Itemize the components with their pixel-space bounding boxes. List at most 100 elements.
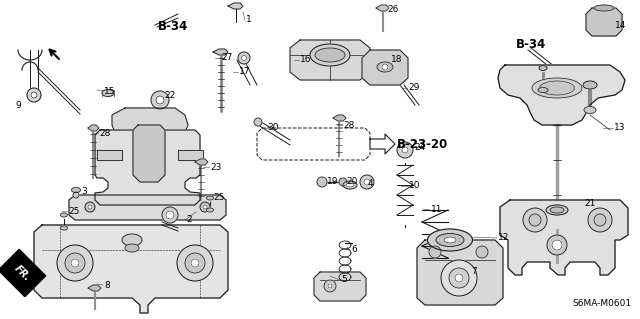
Circle shape: [441, 260, 477, 296]
Text: 29: 29: [408, 84, 419, 93]
Ellipse shape: [102, 90, 114, 97]
Circle shape: [73, 192, 79, 198]
Text: 28: 28: [343, 121, 355, 130]
Polygon shape: [500, 200, 628, 275]
Text: 30: 30: [267, 123, 278, 132]
Polygon shape: [376, 5, 389, 11]
Ellipse shape: [540, 81, 575, 95]
Circle shape: [360, 175, 374, 189]
Text: 3: 3: [81, 188, 87, 197]
Ellipse shape: [584, 107, 596, 114]
Circle shape: [27, 88, 41, 102]
Circle shape: [88, 205, 92, 209]
Text: 19: 19: [327, 176, 339, 186]
Text: 20: 20: [346, 176, 357, 186]
Ellipse shape: [61, 226, 67, 230]
Ellipse shape: [377, 62, 393, 72]
Circle shape: [85, 202, 95, 212]
Circle shape: [402, 147, 408, 153]
Ellipse shape: [61, 213, 67, 217]
Circle shape: [57, 245, 93, 281]
Ellipse shape: [122, 234, 142, 246]
Text: 10: 10: [409, 182, 420, 190]
Text: 7: 7: [471, 268, 477, 277]
Circle shape: [200, 202, 210, 212]
Polygon shape: [362, 50, 408, 85]
Circle shape: [588, 208, 612, 232]
Text: 11: 11: [431, 205, 442, 214]
Text: 4: 4: [368, 179, 374, 188]
Text: 27: 27: [221, 54, 232, 63]
Circle shape: [552, 240, 562, 250]
Ellipse shape: [594, 5, 614, 11]
Polygon shape: [586, 8, 622, 36]
Ellipse shape: [583, 81, 597, 89]
Text: 12: 12: [498, 234, 509, 242]
Ellipse shape: [72, 188, 81, 192]
Circle shape: [476, 246, 488, 258]
Text: 15: 15: [104, 86, 115, 95]
Polygon shape: [213, 49, 228, 55]
Circle shape: [529, 214, 541, 226]
Ellipse shape: [310, 44, 350, 66]
Circle shape: [523, 208, 547, 232]
Circle shape: [191, 259, 199, 267]
Circle shape: [162, 207, 178, 223]
Text: 21: 21: [584, 198, 595, 207]
Circle shape: [177, 245, 213, 281]
Ellipse shape: [546, 205, 568, 215]
Circle shape: [31, 92, 37, 98]
Polygon shape: [498, 65, 625, 125]
Text: FR.: FR.: [12, 263, 32, 283]
Circle shape: [594, 214, 606, 226]
Circle shape: [547, 235, 567, 255]
Text: 24: 24: [414, 144, 425, 152]
Text: 6: 6: [351, 246, 356, 255]
Circle shape: [71, 259, 79, 267]
Text: 2: 2: [186, 216, 191, 225]
Text: 25: 25: [213, 192, 225, 202]
Ellipse shape: [346, 183, 354, 187]
Text: 25: 25: [68, 206, 79, 216]
Text: 28: 28: [99, 129, 110, 137]
Text: 1: 1: [246, 16, 252, 25]
Text: 14: 14: [615, 20, 627, 29]
Text: B-23-20: B-23-20: [397, 137, 448, 151]
Circle shape: [455, 274, 463, 282]
Circle shape: [238, 52, 250, 64]
Text: 22: 22: [164, 92, 175, 100]
Ellipse shape: [343, 181, 357, 189]
Polygon shape: [88, 285, 101, 291]
Circle shape: [324, 280, 336, 292]
Ellipse shape: [436, 234, 464, 247]
Polygon shape: [34, 225, 228, 313]
Circle shape: [65, 253, 85, 273]
Polygon shape: [112, 108, 188, 130]
Circle shape: [364, 179, 370, 185]
Text: FR.: FR.: [12, 263, 32, 283]
Ellipse shape: [444, 237, 456, 243]
Ellipse shape: [539, 65, 547, 70]
Circle shape: [382, 64, 388, 70]
Text: S6MA-M0601: S6MA-M0601: [572, 299, 631, 308]
Ellipse shape: [207, 196, 214, 200]
Ellipse shape: [125, 244, 139, 252]
Text: 18: 18: [391, 56, 403, 64]
Circle shape: [166, 211, 174, 219]
Polygon shape: [178, 150, 203, 160]
Text: 9: 9: [15, 100, 20, 109]
Ellipse shape: [532, 78, 582, 98]
Polygon shape: [314, 272, 366, 301]
Text: B-34: B-34: [516, 38, 547, 50]
Ellipse shape: [315, 48, 345, 62]
Ellipse shape: [207, 208, 214, 212]
Text: 16: 16: [300, 56, 312, 64]
Circle shape: [156, 96, 164, 104]
Text: 13: 13: [614, 123, 625, 132]
Polygon shape: [195, 159, 208, 165]
Polygon shape: [69, 195, 226, 220]
Polygon shape: [133, 125, 165, 182]
Ellipse shape: [428, 229, 472, 251]
Text: 5: 5: [341, 276, 347, 285]
Ellipse shape: [538, 87, 548, 93]
